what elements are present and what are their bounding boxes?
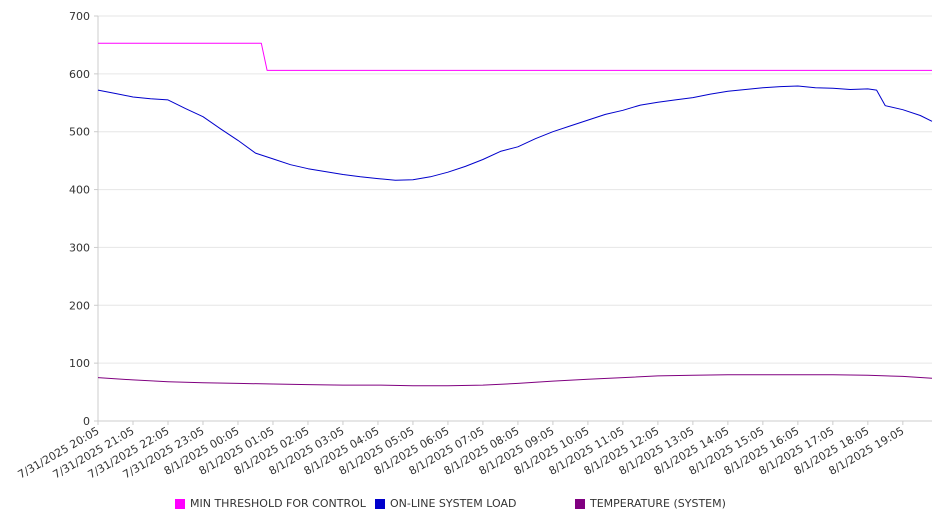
legend-swatch — [575, 498, 585, 509]
y-tick-label: 600 — [69, 68, 90, 81]
axes — [97, 16, 932, 422]
legend-item-1: MIN THRESHOLD FOR CONTROL — [175, 497, 366, 510]
legend-swatch — [375, 498, 385, 509]
y-tick-labels: 0 100 200 300 400 500 600 700 — [69, 10, 90, 428]
legend-swatch — [175, 498, 185, 509]
legend-label: MIN THRESHOLD FOR CONTROL — [190, 497, 366, 510]
y-tick-label: 400 — [69, 184, 90, 197]
series-line-3 — [97, 374, 933, 387]
x-tick-labels: 7/31/2025 20:057/31/2025 21:057/31/2025 … — [16, 421, 906, 481]
y-tick-label: 0 — [83, 415, 90, 428]
legend-label: ON-LINE SYSTEM LOAD — [390, 497, 517, 510]
series-lines — [97, 42, 933, 387]
series-line-2 — [97, 85, 933, 181]
y-tick-label: 200 — [69, 299, 90, 312]
grid-lines — [94, 15, 932, 422]
legend-label: TEMPERATURE (SYSTEM) — [590, 497, 726, 510]
y-tick-label: 500 — [69, 126, 90, 139]
legend-item-2: ON-LINE SYSTEM LOAD — [375, 497, 516, 510]
series-line-1 — [98, 42, 932, 71]
y-tick-label: 300 — [69, 241, 90, 254]
y-tick-label: 700 — [69, 10, 90, 23]
legend-item-3: TEMPERATURE (SYSTEM) — [575, 497, 726, 510]
y-tick-label: 100 — [69, 357, 90, 370]
